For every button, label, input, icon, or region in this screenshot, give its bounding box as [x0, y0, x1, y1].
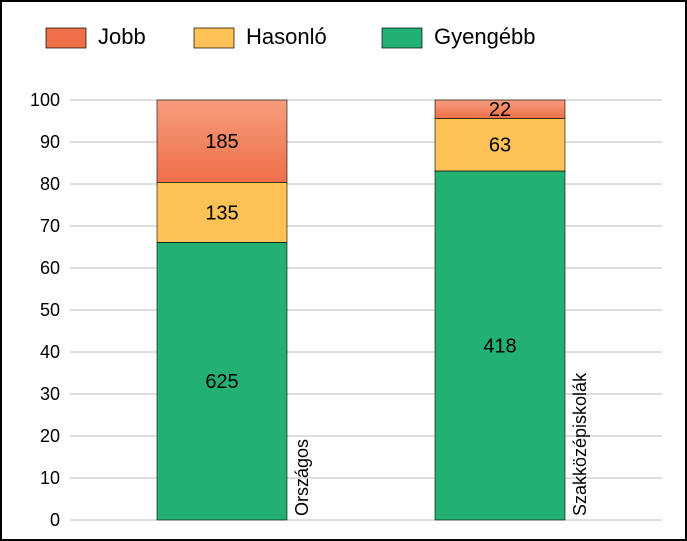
y-tick-label: 0 — [50, 510, 60, 530]
y-tick-label: 10 — [40, 468, 60, 488]
legend-label-hasonlo: Hasonló — [246, 24, 327, 49]
legend-swatch-hasonlo — [194, 28, 234, 48]
stacked-bar-chart: 0 10 20 30 40 50 60 70 80 90 100 625 135 185 Országos 4… — [2, 2, 685, 539]
bar-value-label: 22 — [489, 99, 511, 121]
bar-value-label: 185 — [205, 131, 238, 153]
legend-swatch-jobb — [46, 28, 86, 48]
y-tick-label: 80 — [40, 174, 60, 194]
bar-value-label: 135 — [205, 202, 238, 224]
legend-label-gyengebb: Gyengébb — [434, 24, 536, 49]
chart-container: 0 10 20 30 40 50 60 70 80 90 100 625 135 185 Országos 4… — [0, 0, 687, 541]
bar-value-label: 625 — [205, 371, 238, 393]
y-tick-label: 90 — [40, 132, 60, 152]
y-tick-label: 60 — [40, 258, 60, 278]
y-tick-label: 40 — [40, 342, 60, 362]
category-label: Szakközépiskolák — [570, 372, 590, 516]
bar-value-label: 418 — [483, 335, 516, 357]
y-tick-label: 100 — [30, 90, 60, 110]
y-tick-label: 20 — [40, 426, 60, 446]
legend-label-jobb: Jobb — [98, 24, 146, 49]
bar-value-label: 63 — [489, 135, 511, 157]
legend-swatch-gyengebb — [382, 28, 422, 48]
category-label: Országos — [292, 439, 312, 516]
y-tick-label: 30 — [40, 384, 60, 404]
y-tick-label: 50 — [40, 300, 60, 320]
y-tick-label: 70 — [40, 216, 60, 236]
